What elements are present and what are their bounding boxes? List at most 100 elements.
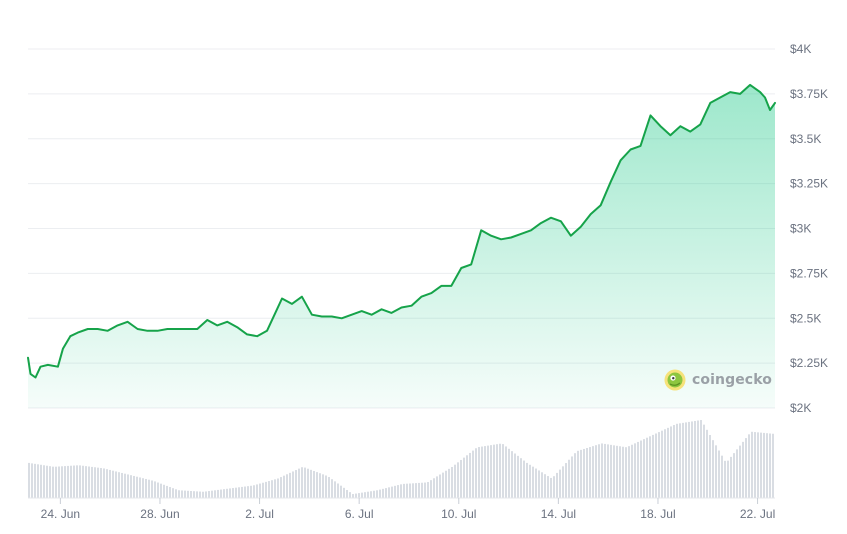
volume-bar <box>106 469 108 498</box>
volume-bar <box>82 465 84 498</box>
volume-bar <box>637 441 639 498</box>
volume-bar <box>226 488 228 498</box>
volume-bar <box>313 470 315 498</box>
volume-bar <box>73 465 75 498</box>
volume-bar <box>265 481 267 498</box>
volume-bar <box>763 432 765 498</box>
volume-bar <box>163 484 165 498</box>
volume-bar <box>460 459 462 498</box>
volume-bar <box>124 473 126 498</box>
price-point <box>471 264 472 265</box>
volume-bar <box>85 466 87 498</box>
volume-bar <box>340 485 342 498</box>
volume-bar <box>646 437 648 498</box>
volume-bar <box>142 478 144 498</box>
volume-bar <box>427 482 429 498</box>
price-point <box>441 285 442 286</box>
volume-bar <box>589 447 591 498</box>
volume-bar <box>334 481 336 498</box>
volume-bar <box>733 453 735 498</box>
volume-bar <box>295 470 297 498</box>
price-point <box>570 235 571 236</box>
price-point <box>351 314 352 315</box>
volume-bar <box>154 481 156 498</box>
price-point <box>177 328 178 329</box>
price-point <box>77 332 78 333</box>
volume-bar <box>355 493 357 498</box>
price-point <box>291 303 292 304</box>
volume-bar <box>508 448 510 498</box>
volume-bar <box>487 445 489 498</box>
y-tick-label: $4K <box>790 42 811 56</box>
volume-bar <box>136 476 138 498</box>
volume-bar <box>553 476 555 498</box>
price-area <box>27 83 776 409</box>
volume-bar <box>730 456 732 498</box>
volume-bar <box>436 476 438 498</box>
volume-bar <box>541 472 543 498</box>
price-point <box>127 321 128 322</box>
price-point <box>690 131 691 132</box>
volume-bar <box>631 444 633 498</box>
volume-bar <box>724 460 726 498</box>
price-point <box>491 235 492 236</box>
volume-bar <box>229 488 231 498</box>
volume-bar <box>583 448 585 498</box>
y-tick-label: $3.25K <box>790 177 828 191</box>
price-point <box>481 230 482 231</box>
price-point <box>361 310 362 311</box>
volume-bar <box>205 491 207 498</box>
price-point <box>680 126 681 127</box>
volume-bar <box>412 483 414 498</box>
volume-bar <box>625 447 627 498</box>
price-point <box>670 135 671 136</box>
volume-bar <box>244 486 246 498</box>
price-point <box>501 239 502 240</box>
volume-bar <box>511 451 513 498</box>
price-point <box>117 325 118 326</box>
volume-bar <box>568 459 570 498</box>
volume-bar <box>214 490 216 498</box>
price-area-fill <box>28 84 775 409</box>
x-tick-label: 6. Jul <box>345 507 374 521</box>
price-point <box>301 296 302 297</box>
volume-bar <box>166 485 168 498</box>
volume-bar <box>262 482 264 498</box>
volume-bar <box>556 472 558 498</box>
coingecko-watermark: coingecko <box>664 369 772 391</box>
volume-bar <box>682 422 684 498</box>
volume-bar <box>559 469 561 498</box>
volume-bar <box>430 480 432 498</box>
volume-bar <box>364 492 366 498</box>
volume-bar <box>451 466 453 498</box>
price-point <box>520 233 521 234</box>
price-point <box>331 316 332 317</box>
price-point <box>530 230 531 231</box>
volume-bar <box>31 463 33 498</box>
volume-bar <box>400 484 402 498</box>
y-tick-label: $3.75K <box>790 87 828 101</box>
volume-bar <box>472 450 474 498</box>
price-point <box>70 336 71 337</box>
volume-bar <box>466 455 468 498</box>
volume-bar <box>253 485 255 498</box>
volume-bar <box>187 490 189 498</box>
price-point <box>640 145 641 146</box>
volume-bar <box>79 465 81 498</box>
volume-bar <box>736 449 738 498</box>
volume-bar <box>46 465 48 498</box>
volume-bar <box>628 446 630 498</box>
volume-bar <box>712 440 714 498</box>
price-point <box>580 226 581 227</box>
price-point <box>451 285 452 286</box>
volume-bar <box>502 444 504 498</box>
volume-bar <box>304 467 306 498</box>
price-point <box>730 91 731 92</box>
volume-bar <box>157 482 159 498</box>
volume-bar <box>349 492 351 498</box>
volume-bar <box>517 455 519 498</box>
volume-bar <box>601 443 603 498</box>
price-point <box>610 181 611 182</box>
volume-bar <box>550 477 552 498</box>
